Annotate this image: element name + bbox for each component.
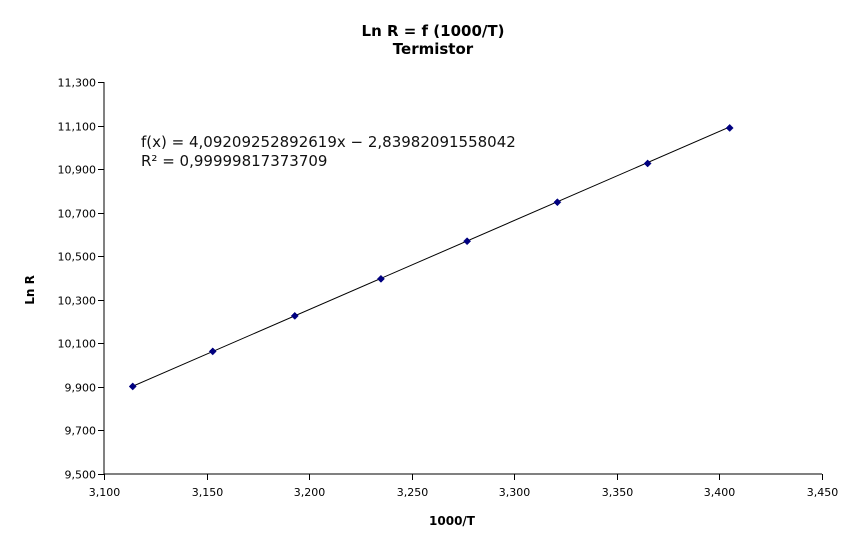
r-squared: R² = 0,99999817373709 xyxy=(141,152,327,170)
y-tick-label: 9,700 xyxy=(65,425,97,438)
chart-subtitle: Termistor xyxy=(393,40,474,58)
data-points xyxy=(128,123,734,391)
y-tick-label: 11,300 xyxy=(58,77,97,90)
data-point xyxy=(725,123,734,132)
axes xyxy=(98,82,823,480)
data-point xyxy=(290,311,299,320)
y-tick-label: 10,700 xyxy=(58,208,97,221)
data-point xyxy=(463,237,472,246)
data-point xyxy=(128,382,137,391)
trendline xyxy=(132,126,730,387)
y-tick-label: 10,900 xyxy=(58,164,97,177)
y-axis-label: Ln R xyxy=(23,275,37,305)
chart-title: Ln R = f (1000/T) xyxy=(362,22,505,40)
x-tick-label: 3,100 xyxy=(89,486,121,499)
trendline-equation: f(x) = 4,09209252892619x − 2,83982091558… xyxy=(141,133,516,151)
x-tick-label: 3,150 xyxy=(192,486,224,499)
data-point xyxy=(208,347,217,356)
data-point xyxy=(553,198,562,207)
x-tick-label: 3,450 xyxy=(807,486,839,499)
y-tick-label: 10,500 xyxy=(58,251,97,264)
x-tick-label: 3,400 xyxy=(704,486,736,499)
x-tick-label: 3,200 xyxy=(294,486,326,499)
x-axis-label: 1000/T xyxy=(429,514,476,528)
data-point xyxy=(643,159,652,168)
y-tick-label: 11,100 xyxy=(58,121,97,134)
y-tick-label: 10,100 xyxy=(58,338,97,351)
y-tick-label: 10,300 xyxy=(58,295,97,308)
tick-labels: 9,500 9,700 9,900 10,100 10,300 10,500 10,700 1… xyxy=(58,77,839,500)
x-tick-label: 3,350 xyxy=(602,486,634,499)
y-tick-label: 9,500 xyxy=(65,469,97,482)
data-point xyxy=(376,274,385,283)
x-tick-label: 3,250 xyxy=(397,486,429,499)
y-tick-label: 9,900 xyxy=(65,382,97,395)
trendline-group xyxy=(132,126,730,387)
x-tick-label: 3,300 xyxy=(499,486,531,499)
